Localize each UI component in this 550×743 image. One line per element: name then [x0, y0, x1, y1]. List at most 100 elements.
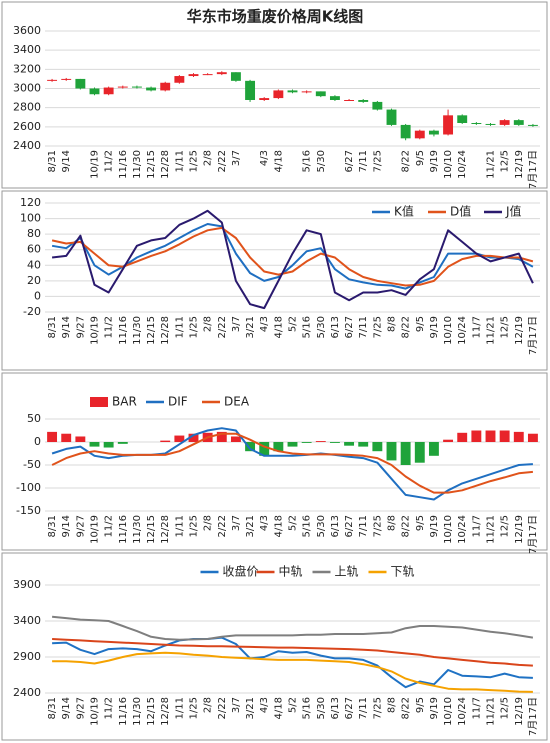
x-tick-label: 6/27: [344, 515, 355, 537]
candle-body: [146, 87, 157, 91]
candle-body: [372, 101, 383, 110]
x-tick-label: 3/7: [231, 697, 242, 713]
x-tick-label: 3/21: [245, 316, 256, 338]
x-tick-label: 7月17日: [527, 150, 539, 189]
bar: [443, 439, 454, 442]
x-tick-label: 3/21: [245, 515, 256, 537]
x-tick-label: 1/25: [189, 697, 200, 719]
x-tick-label: 11/30: [132, 316, 143, 345]
bar: [471, 430, 482, 442]
candle-body: [428, 130, 439, 135]
candle-body: [75, 78, 86, 89]
legend-label: 下轨: [391, 565, 415, 579]
x-tick-label: 4/18: [273, 316, 284, 338]
y-tick-label: 0: [34, 289, 41, 302]
bar: [344, 442, 355, 446]
x-tick-label: 12/5: [500, 150, 511, 172]
y-tick-label: 3000: [13, 82, 41, 95]
x-tick-label: 12/5: [500, 316, 511, 338]
x-tick-label: 5/2: [288, 316, 299, 332]
y-tick-label: 50: [27, 412, 41, 425]
candle-body: [485, 123, 496, 125]
x-tick-label: 10/24: [457, 150, 468, 179]
candle-body: [174, 76, 185, 83]
candle-body: [103, 87, 114, 95]
x-tick-label: 10/24: [457, 515, 468, 544]
x-tick-label: 5/16: [302, 150, 313, 172]
candle-body: [386, 109, 397, 125]
candle-body: [273, 90, 284, 99]
x-tick-label: 10/10: [443, 316, 454, 345]
x-tick-label: 8/22: [401, 150, 412, 172]
x-tick-label: 1/11: [174, 515, 185, 537]
x-tick-label: 7月17日: [527, 515, 539, 554]
y-tick-label: -20: [23, 305, 41, 318]
x-tick-label: 11/21: [486, 515, 497, 544]
x-tick-label: 2/8: [203, 697, 214, 713]
x-tick-label: 2/8: [203, 150, 214, 166]
bar: [499, 430, 510, 442]
x-tick-label: 10/19: [90, 515, 101, 544]
x-tick-label: 4/3: [259, 697, 270, 713]
y-tick-label: 3600: [13, 24, 41, 37]
line-series: [51, 209, 534, 310]
x-tick-label: 7/25: [372, 697, 383, 719]
legend-label: K值: [394, 204, 414, 219]
legend-label: 中轨: [279, 564, 303, 579]
x-tick-label: 11/30: [132, 150, 143, 179]
x-tick-label: 9/19: [429, 515, 440, 537]
x-tick-label: 8/31: [47, 697, 58, 719]
bar: [527, 433, 538, 442]
panel-frame: [1, 372, 548, 551]
bar: [287, 442, 298, 447]
x-tick-label: 12/28: [160, 515, 171, 544]
x-tick-label: 9/5: [415, 316, 426, 332]
y-tick-label: 3900: [13, 578, 41, 591]
x-tick-label: 11/2: [104, 150, 115, 172]
y-tick-label: 2900: [13, 650, 41, 663]
x-tick-label: 6/27: [344, 150, 355, 172]
y-tick-label: 2400: [13, 686, 41, 699]
bar: [400, 442, 411, 465]
x-tick-label: 9/5: [415, 697, 426, 713]
x-tick-label: 12/15: [146, 697, 157, 726]
x-tick-label: 2/22: [217, 697, 228, 719]
bar: [259, 442, 270, 456]
line-series: [52, 638, 533, 667]
x-tick-label: 8/31: [47, 316, 58, 338]
y-tick-label: 80: [27, 227, 41, 240]
y-tick-label: 2400: [13, 139, 41, 152]
x-tick-label: 7/11: [358, 150, 369, 172]
x-tick-label: 9/19: [429, 697, 440, 719]
x-tick-label: 8/22: [401, 316, 412, 338]
x-tick-label: 11/7: [471, 697, 482, 719]
bar: [386, 442, 397, 461]
x-tick-label: 10/10: [443, 150, 454, 179]
x-tick-label: 8/31: [47, 515, 58, 537]
x-tick-label: 6/27: [344, 697, 355, 719]
x-tick-label: 12/19: [514, 150, 525, 179]
x-tick-label: 8/8: [387, 316, 398, 332]
x-tick-label: 9/27: [75, 316, 86, 338]
candle-body: [443, 115, 454, 135]
bar: [230, 436, 241, 442]
x-tick-label: 7月17日: [527, 316, 539, 355]
candle-body: [527, 124, 538, 126]
bar: [485, 430, 496, 442]
x-tick-label: 4/3: [259, 150, 270, 166]
y-tick-label: 60: [27, 243, 41, 256]
line-series: [51, 432, 533, 494]
x-tick-label: 3/7: [231, 150, 242, 166]
x-tick-label: 5/30: [316, 316, 327, 338]
bar: [315, 441, 326, 442]
candle-body: [400, 124, 411, 139]
x-tick-label: 1/11: [174, 150, 185, 172]
bar: [216, 431, 227, 442]
bar: [89, 442, 100, 447]
x-tick-label: 11/2: [104, 515, 115, 537]
x-tick-label: 2/22: [217, 150, 228, 172]
x-tick-label: 3/21: [245, 697, 256, 719]
x-tick-label: 5/16: [302, 697, 313, 719]
candle-body: [301, 91, 312, 93]
x-tick-label: 10/24: [457, 316, 468, 345]
